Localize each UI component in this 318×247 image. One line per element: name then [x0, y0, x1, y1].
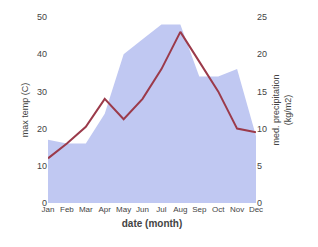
svg-text:Aug: Aug — [173, 205, 187, 214]
svg-text:Dec: Dec — [249, 205, 263, 214]
svg-text:date (month): date (month) — [122, 218, 183, 229]
svg-text:50: 50 — [37, 12, 47, 22]
svg-text:Feb: Feb — [60, 205, 74, 214]
svg-text:Jun: Jun — [136, 205, 149, 214]
svg-text:10: 10 — [37, 161, 47, 171]
svg-text:max temp (C): max temp (C) — [20, 83, 30, 138]
svg-text:Jul: Jul — [156, 205, 166, 214]
svg-text:15: 15 — [257, 87, 267, 97]
svg-text:40: 40 — [37, 49, 47, 59]
svg-text:med. precipitation(kg/m2): med. precipitation(kg/m2) — [271, 74, 293, 145]
svg-text:20: 20 — [37, 124, 47, 134]
svg-text:25: 25 — [257, 12, 267, 22]
svg-text:May: May — [116, 205, 131, 214]
svg-text:30: 30 — [37, 87, 47, 97]
svg-text:Oct: Oct — [212, 205, 225, 214]
svg-text:Jan: Jan — [42, 205, 55, 214]
svg-text:20: 20 — [257, 49, 267, 59]
svg-text:0: 0 — [42, 198, 47, 208]
svg-text:0: 0 — [257, 198, 262, 208]
svg-text:Mar: Mar — [79, 205, 93, 214]
svg-text:Sep: Sep — [192, 205, 207, 214]
svg-text:Apr: Apr — [99, 205, 112, 214]
svg-text:5: 5 — [257, 161, 262, 171]
svg-text:Nov: Nov — [230, 205, 244, 214]
svg-text:10: 10 — [257, 124, 267, 134]
